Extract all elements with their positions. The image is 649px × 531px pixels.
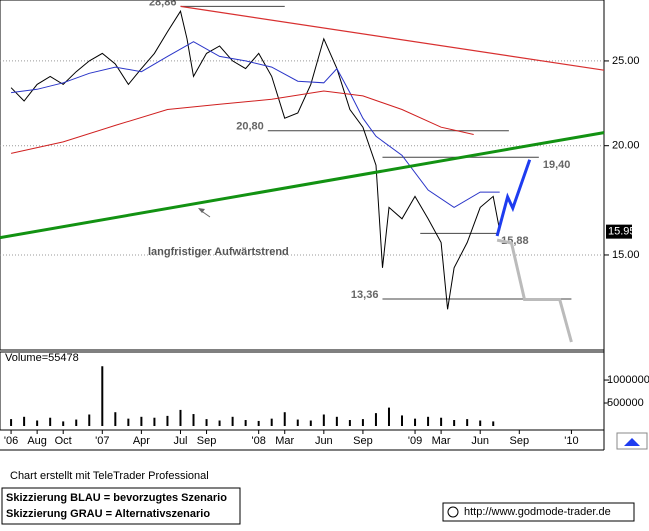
x-tick-label: '10 [564,435,578,447]
x-tick-label: Jul [173,435,187,447]
x-tick-label: Apr [133,435,150,447]
x-tick-label: '06 [4,435,18,447]
y-tick-label: 500000 [607,397,644,409]
series-line [496,238,573,343]
x-tick-label: Sep [510,435,530,447]
last-price-box [606,224,632,239]
last-price-label: 15.95 [608,226,636,238]
volume-panel [0,351,605,431]
note: Skizzierung GRAU = Alternativszenario [6,508,210,520]
x-tick-label: Aug [27,435,47,447]
y-tick-label: 15.00 [612,249,640,261]
x-tick-label: '07 [95,435,109,447]
annotation: langfristiger Aufwärtstrend [148,246,289,258]
level-label: 13,36 [351,289,379,301]
x-tick-label: Oct [55,435,72,447]
series-line [495,159,532,237]
level-label: 19,40 [543,159,571,171]
note: Skizzierung BLAU = bevorzugtes Szenario [6,492,227,504]
x-tick-label: Mar [275,435,294,447]
notes-box [1,487,241,525]
x-tick-label: Jun [315,435,333,447]
url[interactable]: http://www.godmode-trader.de [464,506,611,518]
x-tick-label: Sep [353,435,373,447]
tool-icon-glyph [624,438,640,446]
level-label: 15,88 [501,235,529,247]
x-tick-label: Sep [197,435,217,447]
x-tick-label: '08 [251,435,265,447]
series-line [180,5,605,71]
level-label: 20,80 [236,121,264,133]
series-line [0,131,605,240]
price-panel [0,0,605,351]
series-line [11,41,500,208]
url-box [442,502,635,522]
x-tick-label: '09 [408,435,422,447]
copyright-icon [447,506,459,518]
y-tick-label: 25.00 [612,55,640,67]
series-line [10,90,474,154]
y-tick-label: 1000000 [607,374,649,386]
x-tick-label: Mar [432,435,451,447]
credit: Chart erstellt mit TeleTrader Profession… [10,470,209,482]
arrow-head [198,208,205,213]
series-line [10,9,501,310]
level-label: 28,86 [149,0,177,8]
x-tick-label: Jun [471,435,489,447]
volume-title: Volume=55478 [5,352,79,364]
y-tick-label: 20.00 [612,140,640,152]
